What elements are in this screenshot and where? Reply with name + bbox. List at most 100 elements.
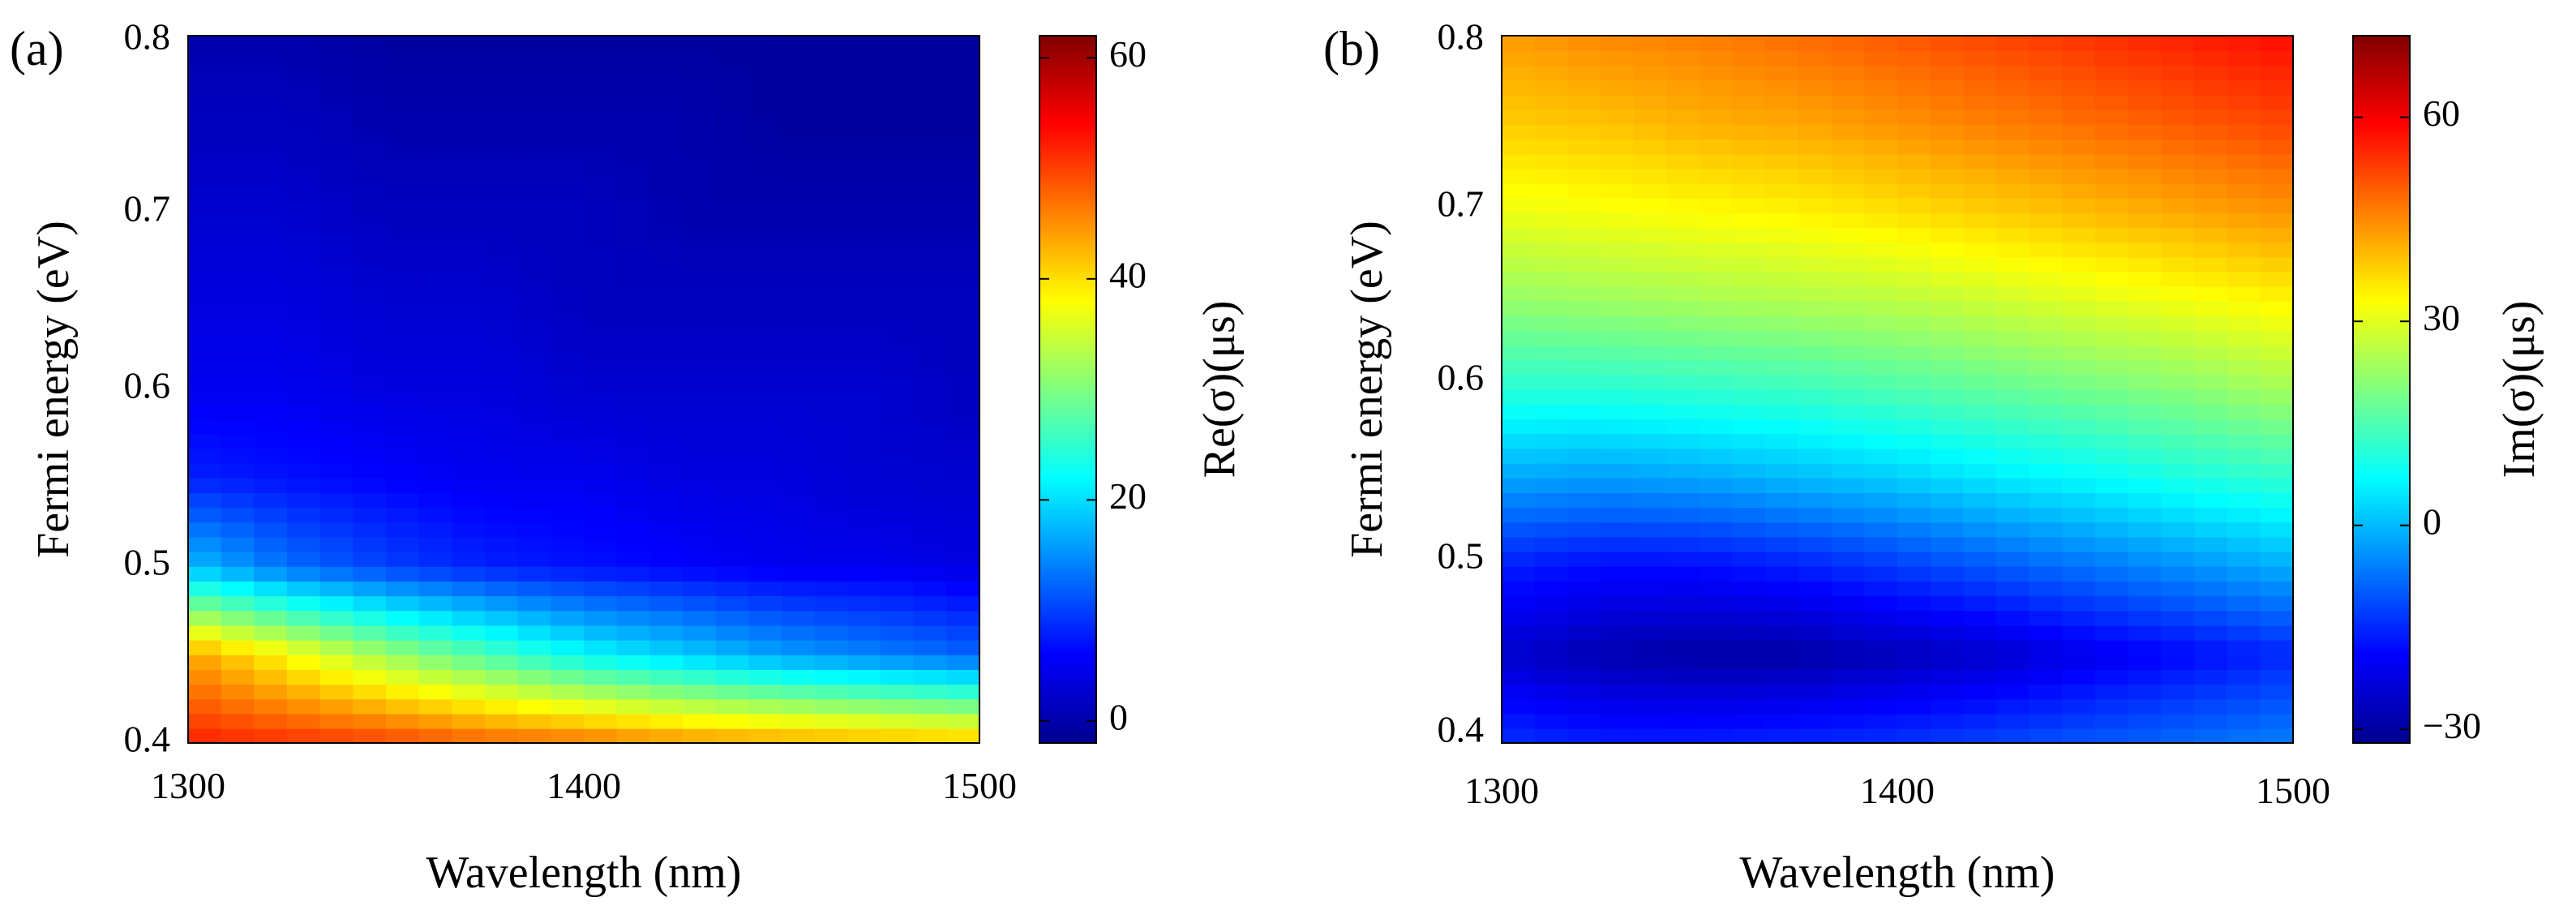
heatmap-cell bbox=[485, 50, 519, 67]
heatmap-cell bbox=[221, 153, 255, 170]
heatmap-cell bbox=[517, 698, 552, 715]
heatmap-cell bbox=[1864, 168, 1898, 184]
heatmap-cell bbox=[1831, 36, 1866, 51]
heatmap-cell bbox=[287, 256, 321, 273]
heatmap-cell bbox=[1831, 669, 1866, 685]
heatmap-cell bbox=[1930, 595, 1965, 612]
heatmap-cell bbox=[485, 213, 519, 228]
heatmap-cell bbox=[1534, 109, 1569, 125]
heatmap-cell bbox=[551, 124, 585, 140]
heatmap-cell bbox=[485, 65, 519, 81]
heatmap-cell bbox=[1831, 124, 1866, 140]
heatmap-cell bbox=[683, 478, 717, 493]
heatmap-cell bbox=[881, 522, 915, 538]
heatmap-cell bbox=[1963, 168, 1997, 184]
heatmap-cell bbox=[1897, 183, 1931, 199]
heatmap-cell bbox=[2194, 610, 2228, 626]
heatmap-cell bbox=[551, 50, 585, 67]
heatmap-cell bbox=[2260, 109, 2294, 125]
heatmap-cell bbox=[1502, 271, 1536, 287]
heatmap-cell bbox=[1567, 404, 1601, 420]
heatmap-cell bbox=[782, 286, 816, 302]
y-axis: 0.4 0.5 0.6 0.7 0.8 Fermi energy (eV) bbox=[28, 16, 170, 760]
heatmap-cell bbox=[1699, 522, 1734, 538]
heatmap-cell bbox=[2029, 316, 2064, 332]
heatmap-cell bbox=[1831, 301, 1866, 316]
heatmap-cell bbox=[616, 271, 651, 287]
heatmap-cell bbox=[1930, 566, 1965, 582]
heatmap-cell bbox=[551, 227, 585, 243]
heatmap-cell bbox=[221, 507, 255, 523]
heatmap-cell bbox=[254, 168, 288, 184]
heatmap-cell bbox=[517, 610, 552, 626]
heatmap-cell bbox=[913, 316, 948, 332]
heatmap-cell bbox=[2128, 79, 2162, 96]
heatmap-cell bbox=[485, 242, 519, 258]
heatmap-cell bbox=[1765, 139, 1799, 155]
heatmap-cell bbox=[517, 462, 552, 479]
heatmap-cell bbox=[814, 419, 849, 435]
heatmap-cell bbox=[1732, 507, 1767, 523]
heatmap-cell bbox=[584, 124, 618, 140]
heatmap-cell bbox=[1897, 227, 1931, 243]
heatmap-cell bbox=[1930, 478, 1965, 493]
y-tick-label: 0.6 bbox=[124, 365, 171, 406]
heatmap-cell bbox=[881, 271, 915, 287]
heatmap-cell bbox=[814, 197, 849, 213]
heatmap-cell bbox=[683, 419, 717, 435]
heatmap-cell bbox=[551, 359, 585, 376]
heatmap-cell bbox=[254, 242, 288, 258]
heatmap-cell bbox=[649, 124, 684, 140]
heatmap-cell bbox=[1765, 109, 1799, 125]
heatmap-cell bbox=[452, 242, 486, 258]
heatmap-cell bbox=[418, 79, 453, 96]
heatmap-cell bbox=[881, 419, 915, 435]
heatmap-cell bbox=[1666, 713, 1700, 729]
panel-b: (b) 1300 1400 1500 Wavelength (nm) 0.4 0… bbox=[1323, 16, 2544, 898]
heatmap-cell bbox=[847, 94, 881, 110]
heatmap-cell bbox=[418, 625, 453, 641]
heatmap-cell bbox=[1633, 271, 1668, 287]
heatmap-cell bbox=[1798, 478, 1832, 493]
heatmap-cell bbox=[287, 610, 321, 626]
heatmap-cell bbox=[1534, 669, 1569, 685]
heatmap-cell bbox=[1765, 65, 1799, 81]
y-tick-label: 0.7 bbox=[124, 188, 171, 230]
heatmap-cell bbox=[649, 655, 684, 670]
heatmap-cell bbox=[1601, 359, 1635, 376]
heatmap-cell bbox=[418, 374, 453, 390]
heatmap-cell bbox=[1666, 492, 1700, 509]
heatmap-cell bbox=[1633, 374, 1668, 390]
heatmap-cell bbox=[188, 94, 222, 110]
heatmap-cell bbox=[418, 448, 453, 464]
heatmap-cell bbox=[188, 462, 222, 479]
heatmap-cell bbox=[584, 507, 618, 523]
heatmap-cell bbox=[814, 639, 849, 655]
heatmap-cell bbox=[551, 271, 585, 287]
heatmap-cell bbox=[2260, 36, 2294, 51]
heatmap-cell bbox=[2029, 684, 2064, 700]
heatmap-cell bbox=[946, 330, 980, 346]
heatmap-cell bbox=[353, 728, 387, 744]
heatmap-cell bbox=[386, 448, 420, 464]
heatmap-cell bbox=[188, 669, 222, 685]
heatmap-cell bbox=[1897, 301, 1931, 316]
heatmap-cell bbox=[1567, 698, 1601, 715]
heatmap-cell bbox=[782, 374, 816, 390]
heatmap-cell bbox=[616, 404, 651, 420]
heatmap-cell bbox=[2062, 507, 2096, 523]
heatmap-cell bbox=[2194, 639, 2228, 655]
heatmap-cell bbox=[2095, 359, 2129, 376]
heatmap-cell bbox=[517, 639, 552, 655]
heatmap-cell bbox=[1864, 536, 1898, 552]
heatmap-cell bbox=[616, 507, 651, 523]
heatmap-cell bbox=[1502, 581, 1536, 597]
heatmap-cell bbox=[254, 566, 288, 582]
heatmap-cell bbox=[913, 684, 948, 700]
heatmap-cell bbox=[616, 669, 651, 685]
heatmap-cell bbox=[881, 316, 915, 332]
heatmap-cell bbox=[1534, 419, 1569, 435]
heatmap-cell bbox=[715, 551, 750, 567]
heatmap-cell bbox=[254, 684, 288, 700]
heatmap-cell bbox=[1567, 374, 1601, 390]
